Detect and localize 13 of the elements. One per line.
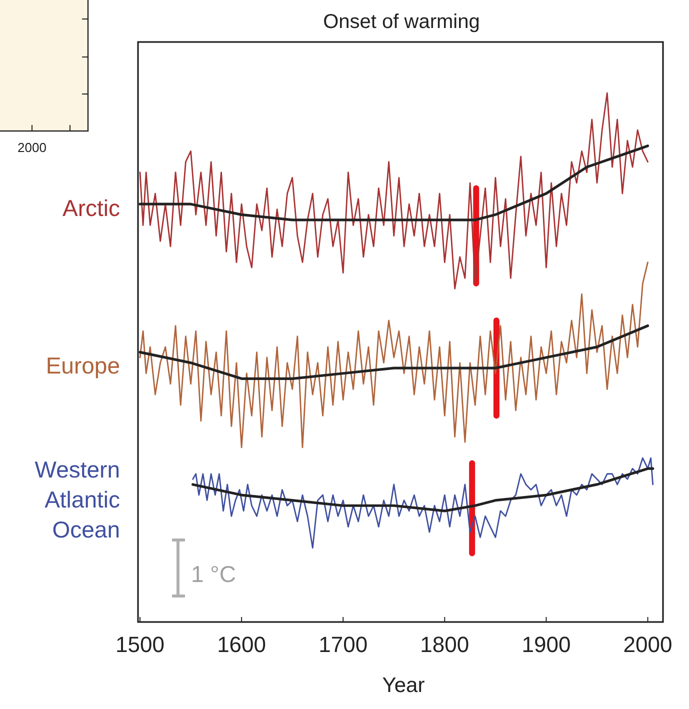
annotation: 1 °C <box>191 561 236 587</box>
x-tick-label: 2000 <box>623 632 672 657</box>
x-axis-title: Year <box>382 674 425 697</box>
x-tick-label: 1600 <box>217 632 266 657</box>
x-tick-label: 1900 <box>522 632 571 657</box>
chart-title: Onset of warming <box>323 11 480 33</box>
series-label: Europe <box>46 352 120 379</box>
text: Western Atlantic Ocean <box>34 456 120 542</box>
x-tick-label: 1500 <box>116 632 164 657</box>
text: 2000 <box>18 140 46 155</box>
x-tick-label: 1700 <box>318 632 368 657</box>
x-tick-label: 1800 <box>420 632 470 657</box>
series-label: Arctic <box>62 194 120 221</box>
